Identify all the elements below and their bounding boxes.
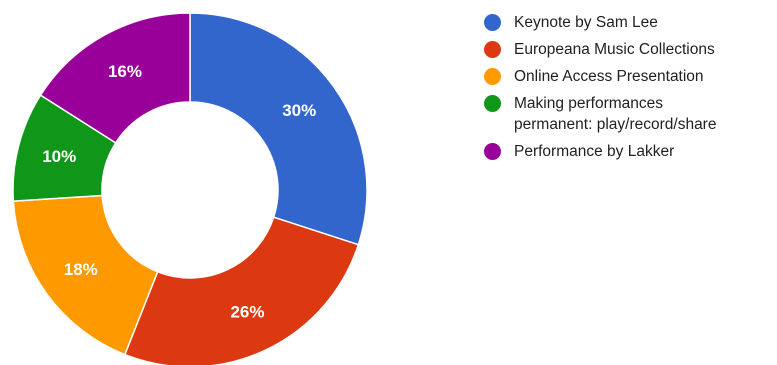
slice-percent-label-2: 26% (230, 303, 264, 322)
slice-percent-label-5: 16% (108, 62, 142, 81)
legend-swatch-icon (484, 95, 501, 112)
slice-percent-label-4: 10% (42, 147, 76, 166)
donut-slice-5[interactable] (39, 12, 191, 144)
legend-swatch-icon (484, 68, 501, 85)
legend-item-5[interactable]: Performance by Lakker (484, 141, 777, 162)
legend-label: Keynote by Sam Lee (514, 14, 658, 31)
donut-slice-3[interactable] (12, 194, 159, 356)
donut-slices (12, 12, 368, 365)
legend-swatch-icon (484, 14, 501, 31)
donut-slice-1[interactable] (189, 12, 368, 246)
donut-slice-labels: 30% 26% 18% 10% 16% (42, 62, 316, 321)
chart-legend: Keynote by Sam Lee Europeana Music Collec… (484, 12, 777, 168)
legend-swatch-icon (484, 41, 501, 58)
legend-item-3[interactable]: Online Access Presentation (484, 66, 777, 87)
legend-label: Online Access Presentation (514, 68, 704, 85)
slice-percent-label-3: 18% (64, 260, 98, 279)
legend-swatch-icon (484, 143, 501, 160)
legend-label: Making performances permanent: play/reco… (514, 95, 717, 133)
legend-label: Europeana Music Collections (514, 41, 715, 58)
legend-item-4[interactable]: Making performances permanent: play/reco… (484, 93, 777, 135)
slice-percent-label-1: 30% (282, 101, 316, 120)
legend-label: Performance by Lakker (514, 143, 675, 160)
legend-item-1[interactable]: Keynote by Sam Lee (484, 12, 777, 33)
donut-slice-2[interactable] (123, 216, 360, 365)
legend-item-2[interactable]: Europeana Music Collections (484, 39, 777, 60)
